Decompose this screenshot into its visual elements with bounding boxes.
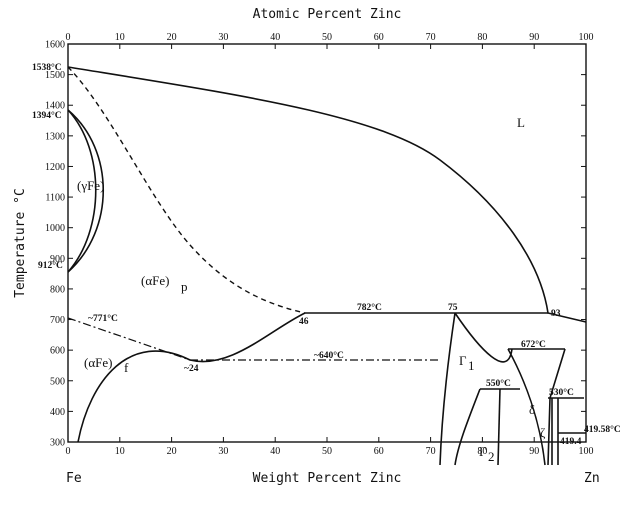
x-bottom-tick-label: 60 bbox=[374, 446, 384, 457]
y-tick-label: 600 bbox=[50, 346, 65, 357]
phase-alpha-fe-p-label: (αFe) p bbox=[141, 273, 188, 294]
alpha-fe-p-text: (αFe) bbox=[141, 273, 169, 288]
y-tick-label: 1000 bbox=[45, 223, 65, 234]
x-bottom-tick-label: 10 bbox=[115, 446, 125, 457]
x-bottom-tick-label: 20 bbox=[167, 446, 177, 457]
x-top-tick-label: 80 bbox=[477, 32, 487, 43]
ann-peritectic-782: 782°C bbox=[357, 302, 382, 313]
delta-liquidus-dashed bbox=[67, 66, 306, 314]
phase-boundaries bbox=[67, 66, 587, 466]
alpha-solvus bbox=[77, 312, 306, 443]
phase-alpha-fe-f-label: (αFe) f bbox=[84, 355, 129, 375]
phase-gamma1-label: Γ 1 bbox=[459, 353, 475, 373]
x-top-tick-label: 70 bbox=[426, 32, 436, 43]
ann-peritectic-672: 672°C bbox=[521, 339, 546, 350]
gamma1-right bbox=[454, 312, 513, 363]
curie-line bbox=[67, 317, 191, 361]
zn-element-label: Zn bbox=[584, 471, 600, 486]
x-top-tick-label: 10 bbox=[115, 32, 125, 43]
gamma1-left bbox=[439, 312, 456, 466]
y-tick-label: 1600 bbox=[45, 40, 65, 51]
x-bottom-tick-label: 100 bbox=[579, 446, 594, 457]
ann-peritectic-550: 550°C bbox=[486, 378, 511, 389]
delta-right bbox=[547, 348, 566, 466]
phase-gamma2-label: Γ 2 bbox=[479, 444, 495, 464]
x-top-tick-label: 90 bbox=[529, 32, 539, 43]
alpha-fe-p-subscript: p bbox=[181, 279, 188, 294]
gamma2-subscript: 2 bbox=[488, 449, 495, 464]
x-bottom-tick-label: 80 bbox=[477, 446, 487, 457]
gamma-loop-outer bbox=[67, 109, 104, 273]
gamma1-subscript: 1 bbox=[468, 358, 475, 373]
bottom-axis-title: Weight Percent Zinc bbox=[253, 471, 402, 486]
alpha-fe-f-text: (αFe) bbox=[84, 355, 112, 370]
delta-left bbox=[507, 348, 546, 466]
ann-eutectoid: ~640°C bbox=[314, 350, 344, 361]
ann-curie: ~771°C bbox=[88, 313, 118, 324]
fe-element-label: Fe bbox=[66, 471, 82, 486]
phase-delta-label: δ bbox=[529, 402, 535, 417]
axis-ticks: 0 0 10 10 20 20 30 30 40 40 50 50 60 60 70 70 80 80 90 90 10… bbox=[45, 32, 594, 457]
y-tick-label: 1500 bbox=[45, 70, 65, 81]
alpha-fe-f-subscript: f bbox=[124, 360, 129, 375]
ann-gamma-bottom: 912°C bbox=[38, 260, 63, 271]
phase-liquid-label: L bbox=[517, 115, 525, 130]
y-tick-label: 400 bbox=[50, 407, 65, 418]
y-axis-title: Temperature °C bbox=[13, 188, 28, 298]
x-top-tick-label: 100 bbox=[579, 32, 594, 43]
ann-comp-75: 75 bbox=[448, 303, 458, 313]
gamma2-left bbox=[454, 388, 481, 466]
liquidus-curve bbox=[67, 66, 587, 323]
ann-comp-46: 46 bbox=[299, 317, 309, 327]
x-top-tick-label: 20 bbox=[167, 32, 177, 43]
y-tick-label: 1200 bbox=[45, 162, 65, 173]
x-bottom-tick-label: 40 bbox=[270, 446, 280, 457]
ann-gamma-top: 1394°C bbox=[32, 110, 62, 121]
x-top-tick-label: 50 bbox=[322, 32, 332, 43]
x-bottom-tick-label: 90 bbox=[529, 446, 539, 457]
ann-peritectic-530: 530°C bbox=[549, 387, 574, 398]
y-tick-label: 1100 bbox=[45, 193, 65, 204]
gamma1-text: Γ bbox=[459, 353, 467, 368]
y-tick-label: 1400 bbox=[45, 101, 65, 112]
phase-zeta-label: ζ bbox=[540, 425, 546, 440]
y-tick-label: 800 bbox=[50, 284, 65, 295]
x-top-tick-label: 40 bbox=[270, 32, 280, 43]
x-bottom-tick-label: 30 bbox=[218, 446, 228, 457]
ann-comp-24: ~24 bbox=[184, 364, 199, 374]
y-tick-label: 1300 bbox=[45, 131, 65, 142]
x-bottom-tick-label: 0 bbox=[66, 446, 71, 457]
ann-fe-melting: 1538°C bbox=[32, 62, 62, 73]
gamma2-text: Γ bbox=[479, 444, 487, 459]
y-tick-label: 900 bbox=[50, 254, 65, 265]
y-tick-label: 300 bbox=[50, 438, 65, 449]
x-top-tick-label: 60 bbox=[374, 32, 384, 43]
y-tick-label: 500 bbox=[50, 376, 65, 387]
x-bottom-tick-label: 50 bbox=[322, 446, 332, 457]
ann-zn-eutectic: 419.58°C bbox=[584, 424, 621, 435]
x-top-tick-label: 30 bbox=[218, 32, 228, 43]
gamma-loop-inner bbox=[67, 109, 97, 273]
x-top-tick-label: 0 bbox=[66, 32, 71, 43]
gamma2-right bbox=[497, 388, 501, 466]
y-tick-label: 700 bbox=[50, 315, 65, 326]
ann-zn-eutectic-inner: 419.4 bbox=[560, 437, 582, 447]
x-bottom-tick-label: 70 bbox=[426, 446, 436, 457]
ann-comp-93: 93 bbox=[551, 309, 561, 319]
phase-gamma-fe-label: (γFe) bbox=[77, 178, 104, 193]
top-axis-title: Atomic Percent Zinc bbox=[253, 7, 402, 22]
